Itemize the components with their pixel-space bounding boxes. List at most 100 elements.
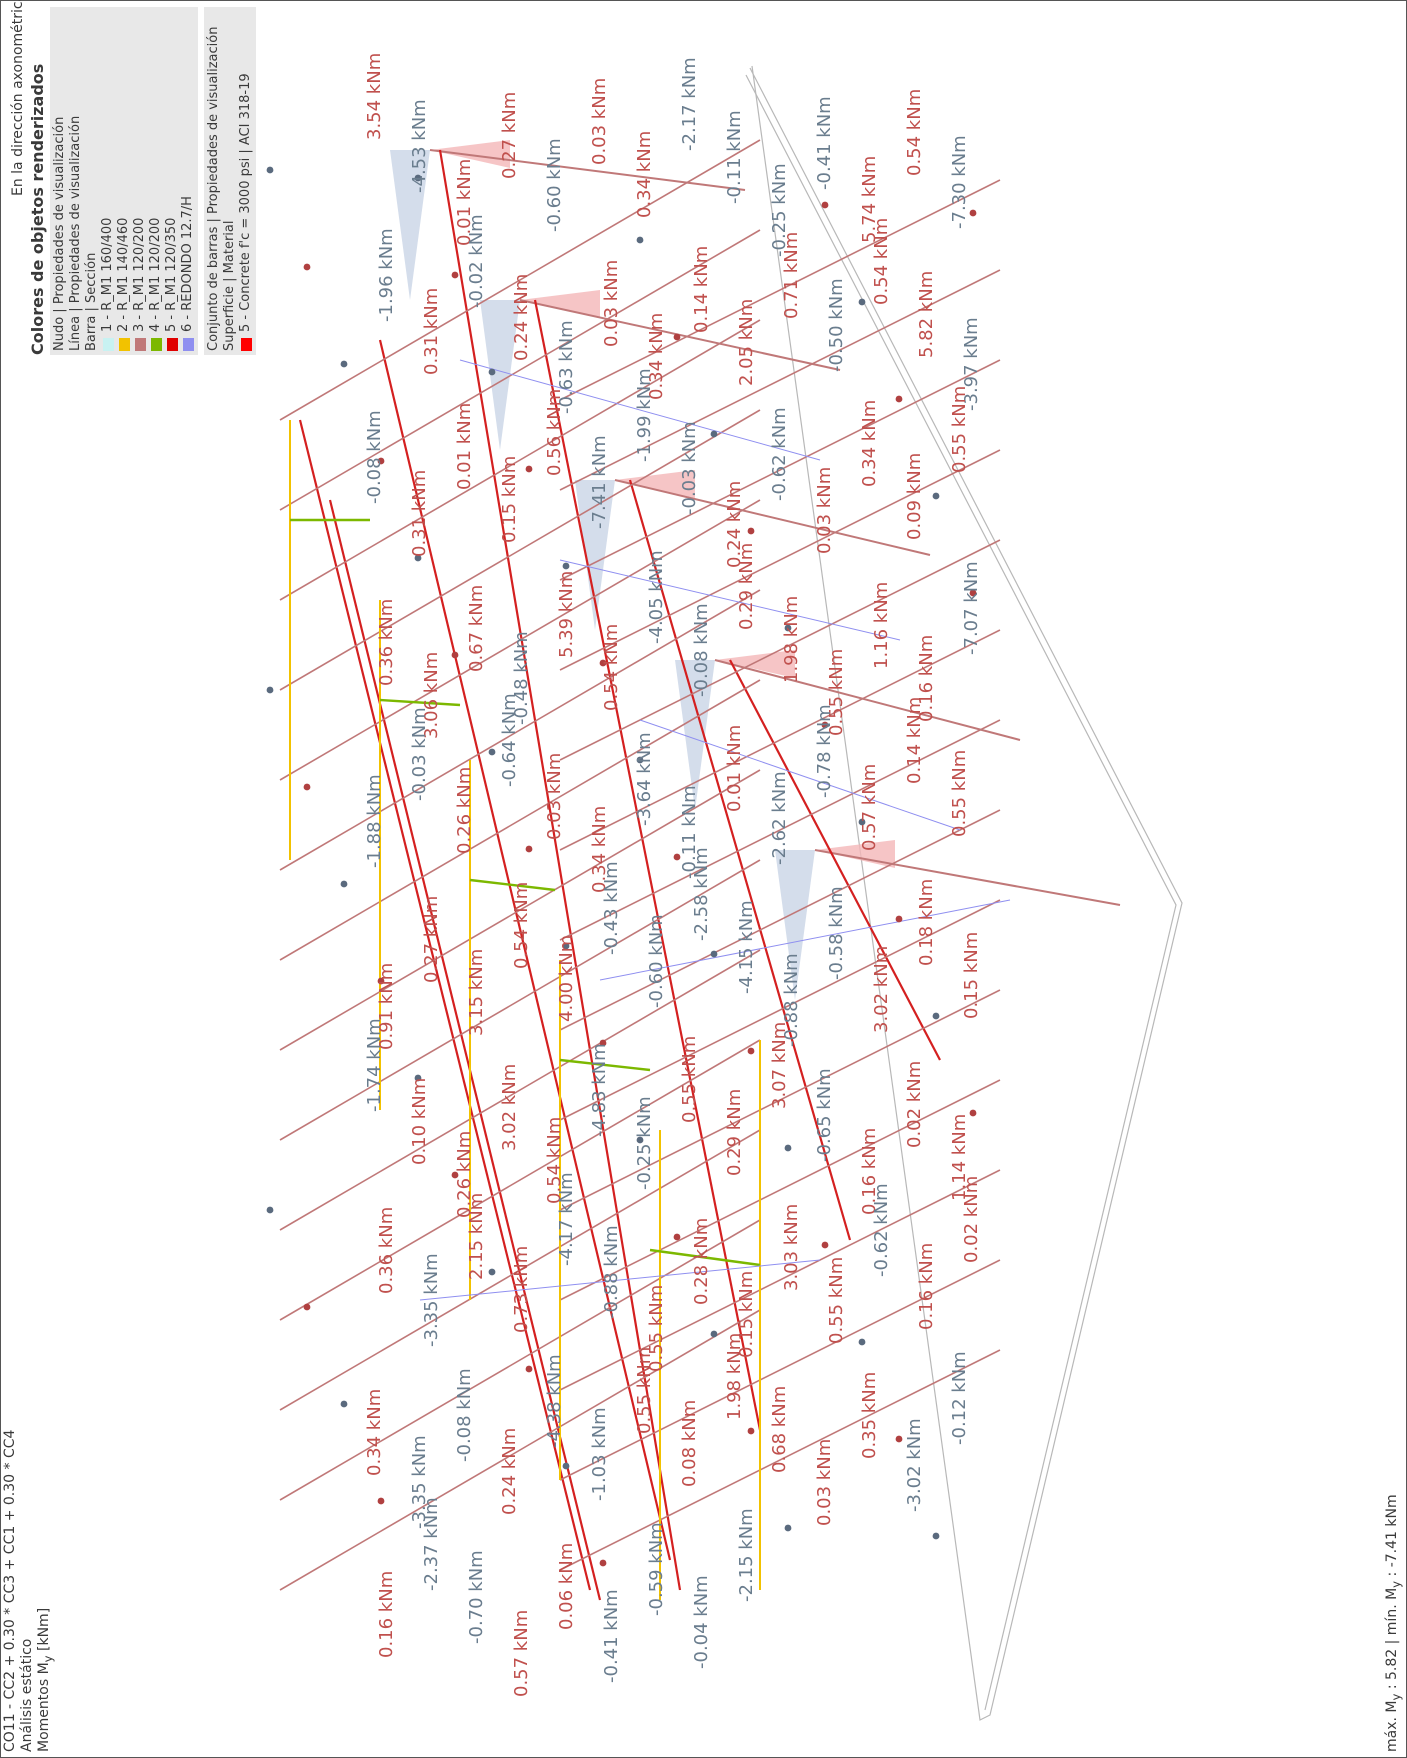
negative-moment-label: -4.83 kNm [589,1043,610,1137]
positive-moment-label: 0.26 kNm [454,1131,475,1218]
negative-moment-label: -0.03 kNm [679,421,700,515]
positive-moment-label: 0.54 kNm [601,624,622,711]
positive-moment-label: 0.91 kNm [376,963,397,1050]
node [525,1365,533,1373]
node [747,527,755,535]
purlin-member [559,449,1001,671]
positive-moment-label: 0.14 kNm [691,246,712,333]
positive-moment-label: 0.01 kNm [454,403,475,490]
legend-section-label: 4 - R_M1 120/200 [148,217,163,332]
legend-material-row: 5 - Concrete f'c = 3000 psi | ACI 318-19 [238,11,254,351]
extreme-values-summary: máx. My : 5.82 | mín. My : -7.41 kNm [1384,1494,1403,1752]
negative-moment-label: -7.41 kNm [589,435,610,529]
negative-moment-label: -3.97 kNm [961,317,982,411]
positive-moment-label: 0.15 kNm [961,932,982,1019]
negative-moment-label: -0.25 kNm [769,163,790,257]
rafter-member [628,479,852,1241]
positive-moment-label: 0.01 kNm [724,725,745,812]
beam-member [614,479,931,556]
negative-moment-label: -0.12 kNm [949,1351,970,1445]
negative-moment-label: -0.60 kNm [646,914,667,1008]
negative-moment-label: -0.60 kNm [544,138,565,232]
positive-moment-label: 0.10 kNm [409,1078,430,1165]
tie-rod-member [459,359,821,461]
node [414,174,422,182]
beam-member [814,849,1121,906]
purlin-member [279,679,761,961]
negative-moment-area [775,850,815,1000]
positive-moment-label: 0.16 kNm [916,1243,937,1330]
purlin-member [279,1039,761,1321]
purlin-member [559,359,1001,581]
node [858,818,866,826]
purlin-member [559,719,1001,941]
node [673,853,681,861]
negative-moment-label: -0.64 kNm [499,693,520,787]
node [599,1559,607,1567]
positive-moment-label: 3.03 kNm [781,1204,802,1291]
node [784,1144,792,1152]
negative-moment-area [575,480,615,630]
purlin-member [559,989,1001,1211]
render-colors-legend: Colores de objetos renderizados Nudo | P… [28,7,330,355]
node [747,1047,755,1055]
node [821,201,829,209]
positive-moment-area [520,290,600,318]
beam-member [714,659,1021,741]
legend-linea: Línea | Propiedades de visualización [68,115,83,351]
node [969,209,977,217]
positive-moment-label: 0.08 kNm [679,1400,700,1487]
purlin-member [559,629,1001,851]
positive-moment-label: 0.55 kNm [634,1347,655,1434]
negative-moment-label: -1.96 kNm [376,228,397,322]
purlin-member [559,269,1001,491]
legend-section-row: 3 - R_M1 120/200 [132,11,148,351]
negative-moment-label: -2.58 kNm [691,847,712,941]
positive-moment-label: 0.24 kNm [724,481,745,568]
positive-moment-label: 1.14 kNm [949,1114,970,1201]
positive-moment-label: 0.68 kNm [769,1386,790,1473]
positive-moment-label: 0.71 kNm [781,232,802,319]
node [821,1241,829,1249]
purlin-member [279,769,761,1051]
negative-moment-label: -0.65 kNm [814,1068,835,1162]
node [895,915,903,923]
negative-moment-label: -0.62 kNm [871,1183,892,1277]
rafter-member [328,499,602,1601]
negative-moment-label: -1.03 kNm [589,1407,610,1501]
positive-moment-label: 1.98 kNm [724,1333,745,1420]
negative-moment-label: -0.25 kNm [634,1096,655,1190]
node [451,271,459,279]
positive-moment-label: 0.31 kNm [409,470,430,557]
purlin-member [559,1259,1001,1481]
node [599,1039,607,1047]
bracing-member [469,878,556,892]
node [562,1462,570,1470]
negative-moment-label: -0.04 kNm [691,1575,712,1669]
positive-moment-label: 0.26 kNm [454,767,475,854]
node [340,360,348,368]
negative-moment-label: -0.03 kNm [409,707,430,801]
positive-moment-label: 3.06 kNm [421,652,442,739]
purlin-member [559,179,1001,401]
node [784,624,792,632]
purlin-member [559,809,1001,1031]
negative-moment-label: -0.78 kNm [814,704,835,798]
negative-moment-label: -2.17 kNm [679,57,700,151]
legend-section-color-swatch [182,338,194,351]
node [488,748,496,756]
node [599,659,607,667]
negative-moment-label: -0.08 kNm [364,410,385,504]
legend-materials-box: Conjunto de barras | Propiedades de visu… [204,7,256,355]
negative-moment-label: -1.99 kNm [634,368,655,462]
positive-moment-label: 0.15 kNm [499,456,520,543]
legend-section-label: 3 - R_M1 120/200 [132,217,147,332]
negative-moment-label: -0.43 kNm [601,861,622,955]
purlin-member [279,319,761,601]
negative-moment-label: -0.41 kNm [814,96,835,190]
negative-moment-label: -4.17 kNm [556,1172,577,1266]
rafter-member [729,659,941,1061]
legend-superficie: Superficie | Material [222,220,237,352]
positive-moment-label: 0.55 kNm [679,1036,700,1123]
